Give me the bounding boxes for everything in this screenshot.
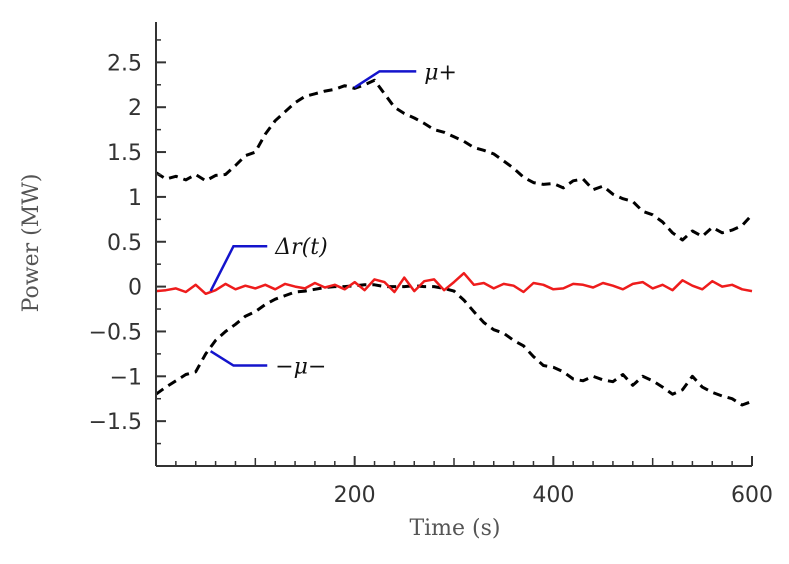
x-axis-ticks: 200 400 600: [175, 456, 773, 508]
y-tick-label: −1: [110, 365, 142, 390]
plot-area: μ+ Δr(t) −μ−: [155, 60, 754, 407]
x-tick-label: 200: [334, 483, 376, 508]
series-line-3: [155, 271, 753, 296]
y-tick-label: 1.5: [107, 141, 142, 166]
series-layer: [155, 78, 754, 407]
y-tick-label: 0: [128, 276, 142, 301]
x-tick-label: 600: [731, 483, 773, 508]
minus-mu-minus-callout-line: [209, 350, 268, 367]
y-axis-title: Power (MW): [19, 174, 44, 313]
series-line-2: [155, 283, 753, 407]
y-tick-label: 0.5: [107, 231, 142, 256]
mu-plus-label: μ+: [424, 60, 457, 85]
y-tick-label: −0.5: [89, 320, 142, 345]
y-tick-label: 1: [128, 186, 142, 211]
y-tick-label: 2.5: [107, 51, 142, 76]
series-line-1: [155, 78, 754, 242]
y-axis-ticks: −1.5 −1 −0.5 0 0.5 1 1.5 2 2.5: [89, 39, 166, 445]
x-axis-title: Time (s): [409, 516, 500, 541]
y-tick-label: −1.5: [89, 410, 142, 435]
x-tick-label: 400: [532, 483, 574, 508]
mu-plus-callout-line: [353, 70, 417, 89]
minus-mu-minus-label: −μ−: [275, 355, 326, 380]
annotation-layer: μ+ Δr(t) −μ−: [209, 60, 457, 380]
delta-r-label: Δr(t): [274, 235, 327, 260]
delta-r-callout-line: [209, 244, 268, 292]
y-tick-label: 2: [128, 96, 142, 121]
